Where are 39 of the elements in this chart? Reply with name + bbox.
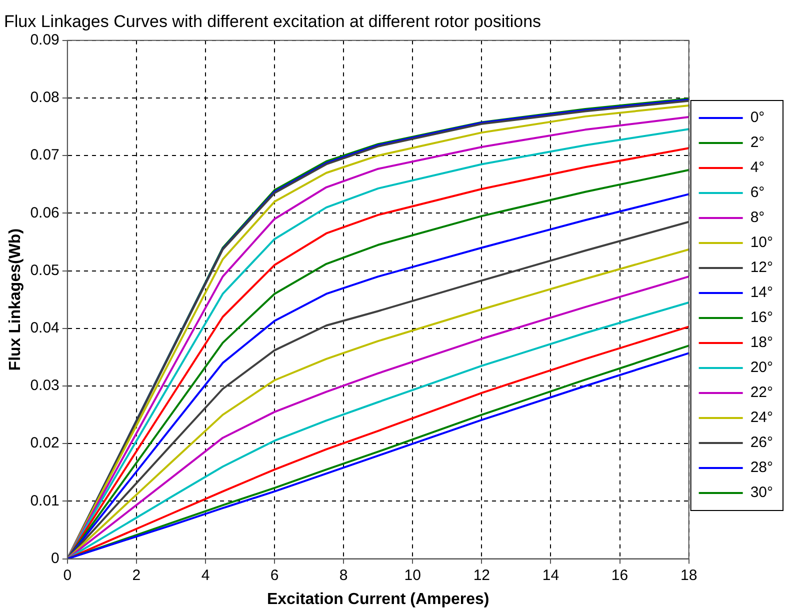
y-tick-label: 0.08 xyxy=(30,89,60,106)
x-tick-label: 2 xyxy=(132,566,141,584)
legend-label: 6° xyxy=(750,184,765,202)
x-tick-label: 10 xyxy=(404,566,421,584)
x-tick-label: 16 xyxy=(611,566,628,584)
legend-label: 18° xyxy=(750,334,774,352)
y-axis-title: Flux Linkages(Wb) xyxy=(7,228,24,371)
legend-label: 4° xyxy=(750,159,765,176)
x-tick-label: 14 xyxy=(542,566,560,584)
y-tick-label: 0.03 xyxy=(30,377,60,394)
y-tick-label: 0.07 xyxy=(30,146,60,164)
y-tick-label: 0.09 xyxy=(30,32,60,49)
y-tick-label: 0.02 xyxy=(30,434,60,452)
y-tick-label: 0.04 xyxy=(30,320,60,337)
legend-label: 12° xyxy=(750,259,774,276)
x-tick-label: 6 xyxy=(270,566,279,584)
legend-label: 20° xyxy=(750,359,774,376)
x-tick-label: 0 xyxy=(63,566,72,584)
x-tick-label: 8 xyxy=(339,566,348,584)
legend-label: 8° xyxy=(750,209,765,226)
legend-label: 30° xyxy=(750,484,774,502)
legend-label: 10° xyxy=(750,234,774,252)
legend-label: 2° xyxy=(750,134,765,152)
x-tick-label: 4 xyxy=(201,566,210,584)
chart-title: Flux Linkages Curves with different excitation at different rotor positions xyxy=(4,12,542,31)
legend-label: 16° xyxy=(750,309,774,326)
y-tick-label: 0 xyxy=(51,550,60,567)
legend-label: 0° xyxy=(750,109,765,126)
legend-label: 26° xyxy=(750,434,774,452)
x-axis-title: Excitation Current (Amperes) xyxy=(266,590,490,608)
legend-label: 24° xyxy=(750,409,774,426)
x-tick-label: 18 xyxy=(680,566,698,584)
y-tick-label: 0.05 xyxy=(30,262,60,279)
legend-label: 28° xyxy=(750,459,774,476)
legend-label: 22° xyxy=(750,384,774,402)
legend-label: 14° xyxy=(750,284,774,302)
y-tick-label: 0.01 xyxy=(30,492,60,510)
x-tick-label: 12 xyxy=(473,566,490,584)
y-tick-label: 0.06 xyxy=(30,204,60,222)
